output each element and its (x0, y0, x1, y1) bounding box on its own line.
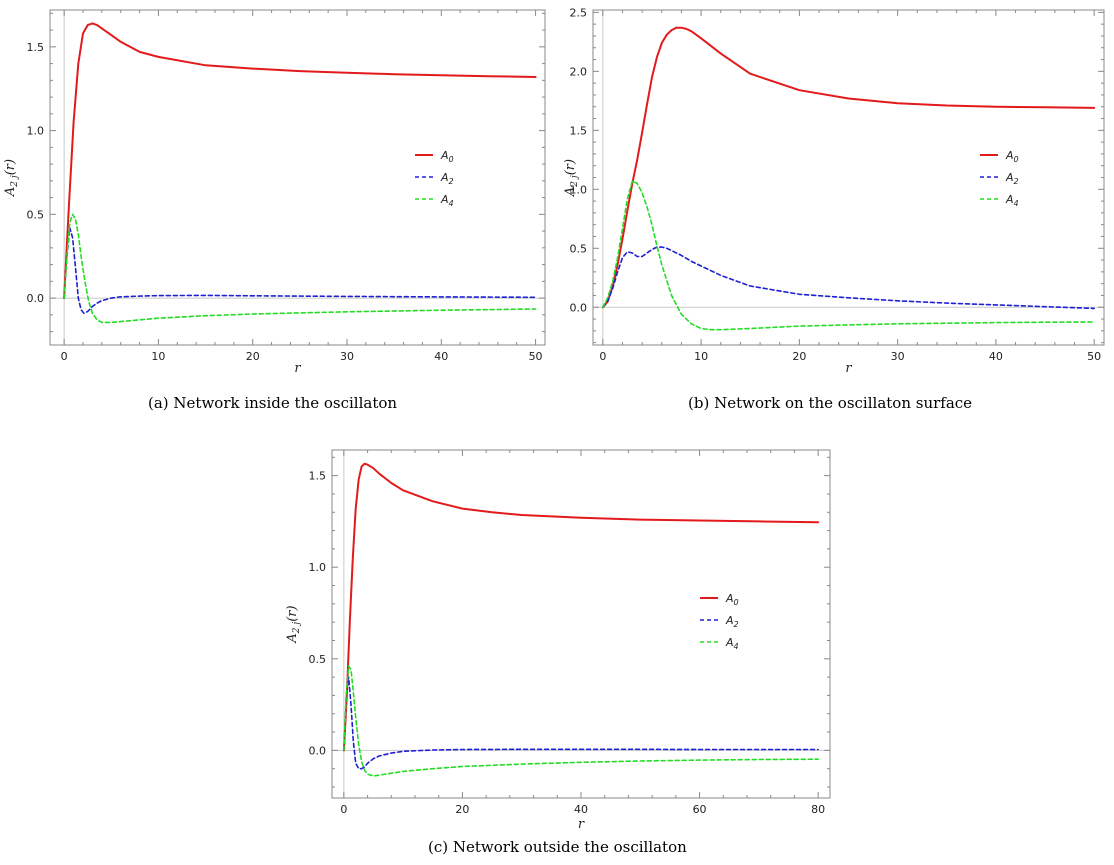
series-line-a0 (601, 26, 1096, 309)
x-tick-label: 30 (340, 350, 354, 363)
plot-frame (331, 449, 831, 799)
y-tick-label: 1.0 (309, 561, 327, 574)
plot-frame (592, 9, 1105, 346)
y-tick-label: 1.5 (309, 470, 327, 483)
y-tick-label: 0.5 (570, 242, 588, 255)
x-tick-label: 50 (529, 350, 543, 363)
x-tick-label: 40 (989, 350, 1003, 363)
y-tick-label: 0.5 (27, 208, 45, 221)
y-tick-label: 0.0 (309, 744, 327, 757)
x-tick-label: 20 (792, 350, 806, 363)
legend-label-a2: A2 (1005, 171, 1019, 186)
chart-a-svg: 0 10 20 30 40 50 0.0 0.5 1.0 1.5 r A2 j(r) A0 A2 A4 (3, 9, 546, 376)
y-tick-label: 1.5 (570, 124, 588, 137)
legend-label-a4: A4 (725, 636, 739, 651)
chart-c-svg: 0 20 40 60 80 0.0 0.5 1.0 1.5 r A2 j(r) A0 A2 A4 (285, 449, 831, 832)
x-axis-label: r (845, 361, 852, 376)
legend-label-a4: A4 (1005, 193, 1019, 208)
y-tick-label: 2.5 (570, 6, 588, 19)
x-tick-label: 40 (434, 350, 448, 363)
x-axis-label: r (578, 817, 585, 832)
x-tick-label: 60 (693, 803, 707, 816)
plot-frame (49, 9, 546, 346)
series-line-a2 (63, 227, 537, 315)
x-tick-label: 20 (246, 350, 260, 363)
x-tick-label: 20 (455, 803, 469, 816)
series-line-a0 (63, 22, 537, 300)
legend-label-a0: A0 (1005, 149, 1019, 164)
series-line-a4 (343, 665, 819, 777)
y-tick-label: 1.0 (570, 183, 588, 196)
legend-label-a4: A4 (440, 193, 454, 208)
y-tick-label: 0.0 (27, 292, 45, 305)
legend-label-a0: A0 (725, 592, 739, 607)
chart-b-svg: 0 10 20 30 40 50 0.0 0.5 1.0 1.5 2.0 2.5 r A2 j(r) A0 A… (563, 6, 1105, 376)
y-axis-label: A2 j(r) (285, 605, 302, 643)
y-tick-label: 0.5 (309, 653, 327, 666)
x-axis-label: r (294, 361, 301, 376)
caption-c: (c) Network outside the oscillaton (428, 838, 687, 856)
chart-panel-c: 0 20 40 60 80 0.0 0.5 1.0 1.5 r A2 j(r) A0 A2 A4 (280, 440, 840, 835)
series-line-a4 (63, 213, 537, 324)
legend-label-a2: A2 (440, 171, 454, 186)
y-tick-label: 0.0 (570, 301, 588, 314)
x-tick-label: 0 (340, 803, 347, 816)
x-tick-label: 0 (61, 350, 68, 363)
x-tick-label: 10 (694, 350, 708, 363)
x-tick-label: 10 (151, 350, 165, 363)
series-line-a0 (342, 462, 820, 752)
y-axis-label: A2 j(r) (3, 159, 20, 197)
x-tick-label: 40 (574, 803, 588, 816)
legend-label-a0: A0 (440, 149, 454, 164)
caption-b: (b) Network on the oscillaton surface (688, 394, 973, 412)
chart-panel-b: 0 10 20 30 40 50 0.0 0.5 1.0 1.5 2.0 2.5 r A2 j(r) A0 A… (560, 0, 1114, 376)
x-tick-label: 50 (1087, 350, 1101, 363)
y-tick-label: 2.0 (570, 65, 588, 78)
legend-label-a2: A2 (725, 614, 739, 629)
y-axis-label: A2 j(r) (563, 159, 580, 197)
x-tick-label: 80 (811, 803, 825, 816)
x-tick-label: 0 (599, 350, 606, 363)
caption-a: (a) Network inside the oscillaton (148, 394, 398, 412)
y-tick-label: 1.0 (27, 125, 45, 138)
series-line-a4 (601, 180, 1096, 331)
chart-panel-a: 0 10 20 30 40 50 0.0 0.5 1.0 1.5 r A2 j(r) A0 A2 A4 (0, 0, 555, 376)
series-line-a2 (343, 676, 819, 770)
x-tick-label: 30 (891, 350, 905, 363)
series-line-a2 (601, 246, 1096, 310)
y-tick-label: 1.5 (27, 41, 45, 54)
